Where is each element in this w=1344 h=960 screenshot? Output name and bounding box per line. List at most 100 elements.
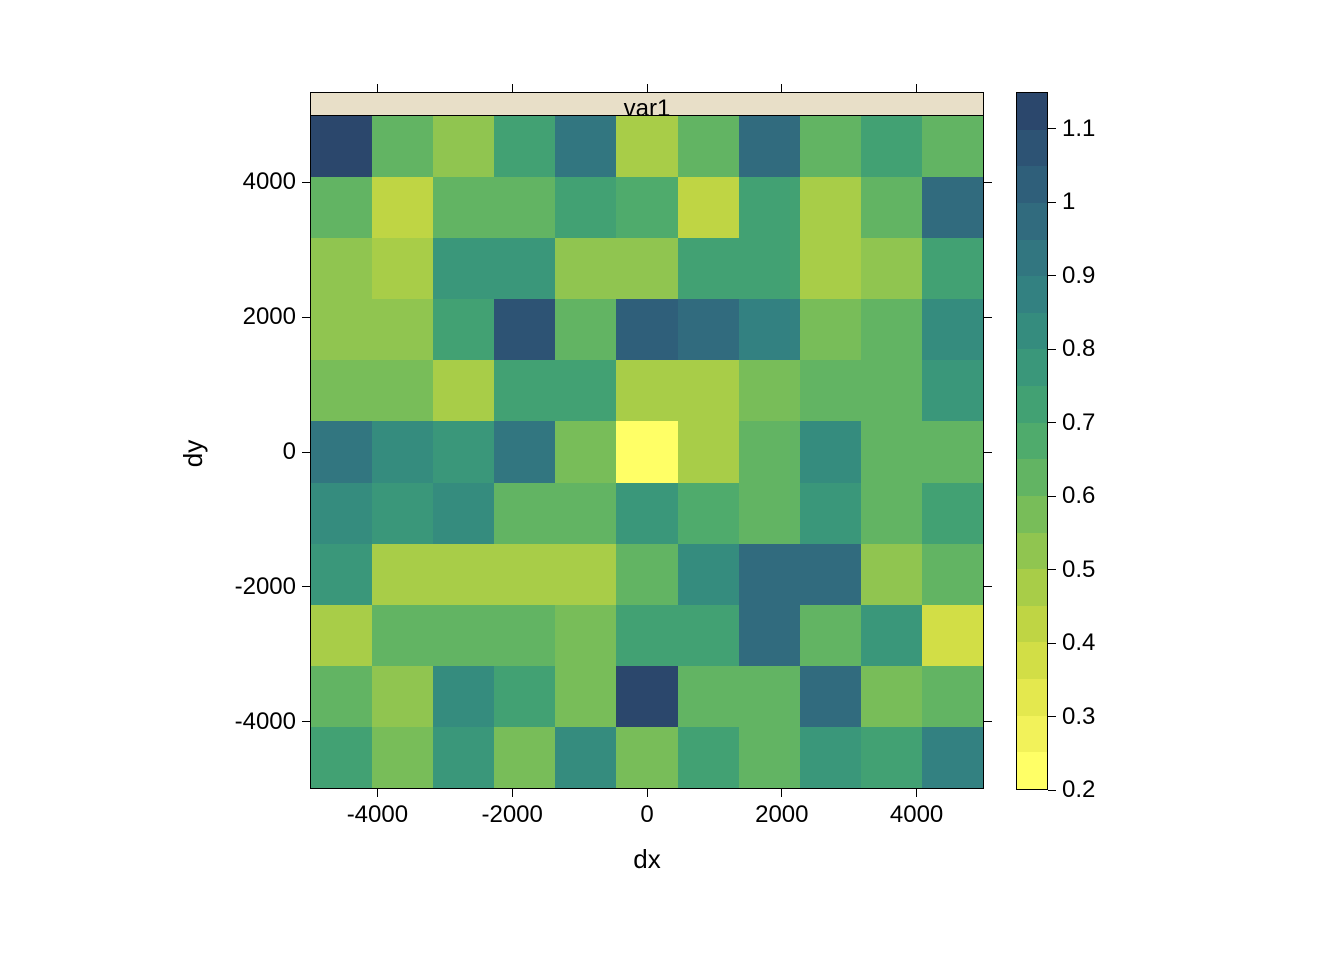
heatmap-cell: [922, 544, 983, 605]
heatmap-cell: [433, 299, 494, 360]
colorbar-segment: [1017, 130, 1047, 167]
heatmap-cell: [555, 483, 616, 544]
x-tick-mark-top: [647, 84, 648, 92]
colorbar-tick-label: 0.3: [1062, 703, 1095, 731]
colorbar-tick-label: 0.9: [1062, 262, 1095, 290]
heatmap-cell: [800, 299, 861, 360]
y-tick-mark: [302, 452, 310, 453]
heatmap-cell: [922, 483, 983, 544]
colorbar-tick-mark: [1048, 569, 1056, 570]
heatmap-cell: [494, 666, 555, 727]
heatmap-cell: [311, 360, 372, 421]
heatmap-cell: [739, 116, 800, 177]
y-tick-label: -2000: [235, 573, 296, 601]
heatmap-cell: [311, 605, 372, 666]
colorbar-segment: [1017, 313, 1047, 350]
heatmap-cell: [372, 299, 433, 360]
heatmap-cell: [800, 238, 861, 299]
x-tick-label: -4000: [337, 801, 417, 829]
heatmap-cell: [922, 421, 983, 482]
heatmap-cell: [922, 116, 983, 177]
heatmap-cell: [861, 544, 922, 605]
heatmap-cell: [800, 116, 861, 177]
heatmap-cell: [555, 299, 616, 360]
colorbar-segment: [1017, 496, 1047, 533]
colorbar-tick-label: 1.1: [1062, 115, 1095, 143]
heatmap-cell: [372, 116, 433, 177]
heatmap-cell: [739, 483, 800, 544]
heatmap-cell: [800, 177, 861, 238]
heatmap-cell: [311, 483, 372, 544]
y-tick-mark-right: [984, 182, 992, 183]
heatmap-cell: [494, 299, 555, 360]
heatmap-cell: [739, 727, 800, 788]
heatmap-cell: [372, 727, 433, 788]
colorbar-tick-label: 0.2: [1062, 776, 1095, 804]
heatmap-cell: [861, 666, 922, 727]
colorbar-tick-mark: [1048, 275, 1056, 276]
colorbar-tick-label: 0.4: [1062, 629, 1095, 657]
heatmap-cell: [800, 605, 861, 666]
heatmap-cell: [678, 421, 739, 482]
heatmap-cell: [739, 360, 800, 421]
heatmap-cell: [555, 116, 616, 177]
heatmap-cell: [616, 421, 677, 482]
colorbar-tick-mark: [1048, 790, 1056, 791]
y-tick-mark: [302, 586, 310, 587]
heatmap-cell: [555, 666, 616, 727]
heatmap-cell: [678, 177, 739, 238]
heatmap-cell: [494, 483, 555, 544]
colorbar-segment: [1017, 240, 1047, 277]
heatmap-cell: [800, 360, 861, 421]
x-tick-label: 4000: [877, 801, 957, 829]
x-tick-mark-top: [781, 84, 782, 92]
colorbar-segment: [1017, 349, 1047, 386]
heatmap-cell: [861, 483, 922, 544]
heatmap-cell: [739, 421, 800, 482]
x-tick-mark-top: [377, 84, 378, 92]
heatmap-cell: [433, 483, 494, 544]
heatmap-cell: [555, 238, 616, 299]
heatmap-cell: [494, 238, 555, 299]
colorbar-tick-label: 0.5: [1062, 556, 1095, 584]
heatmap-cell: [555, 544, 616, 605]
heatmap-cell: [922, 299, 983, 360]
heatmap-cell: [616, 544, 677, 605]
heatmap-cell: [678, 116, 739, 177]
heatmap-cell: [678, 605, 739, 666]
heatmap-cell: [311, 727, 372, 788]
heatmap-cell: [311, 421, 372, 482]
heatmap-cell: [800, 666, 861, 727]
colorbar-segment: [1017, 276, 1047, 313]
y-tick-label: -4000: [235, 708, 296, 736]
heatmap-cell: [861, 177, 922, 238]
x-tick-mark-top: [512, 84, 513, 92]
heatmap-cell: [372, 666, 433, 727]
heatmap-cell: [922, 605, 983, 666]
heatmap-cell: [494, 544, 555, 605]
colorbar-segment: [1017, 716, 1047, 753]
heatmap-cell: [372, 360, 433, 421]
y-tick-mark: [302, 182, 310, 183]
heatmap-cell: [372, 238, 433, 299]
heatmap-cell: [616, 116, 677, 177]
x-tick-mark: [781, 789, 782, 797]
heatmap-cell: [739, 238, 800, 299]
heatmap-cell: [922, 238, 983, 299]
colorbar-tick-label: 0.7: [1062, 409, 1095, 437]
heatmap-cell: [555, 605, 616, 666]
heatmap-cell: [616, 360, 677, 421]
heatmap-cell: [678, 544, 739, 605]
y-tick-label: 0: [283, 438, 296, 466]
heatmap-cell: [372, 544, 433, 605]
heatmap-cell: [861, 605, 922, 666]
heatmap-cell: [800, 421, 861, 482]
y-tick-mark-right: [984, 452, 992, 453]
heatmap-cell: [922, 360, 983, 421]
heatmap-cell: [555, 177, 616, 238]
heatmap-cell: [739, 544, 800, 605]
heatmap-cell: [311, 299, 372, 360]
heatmap-cell: [861, 299, 922, 360]
heatmap-cell: [739, 299, 800, 360]
colorbar-tick-label: 1: [1062, 188, 1075, 216]
